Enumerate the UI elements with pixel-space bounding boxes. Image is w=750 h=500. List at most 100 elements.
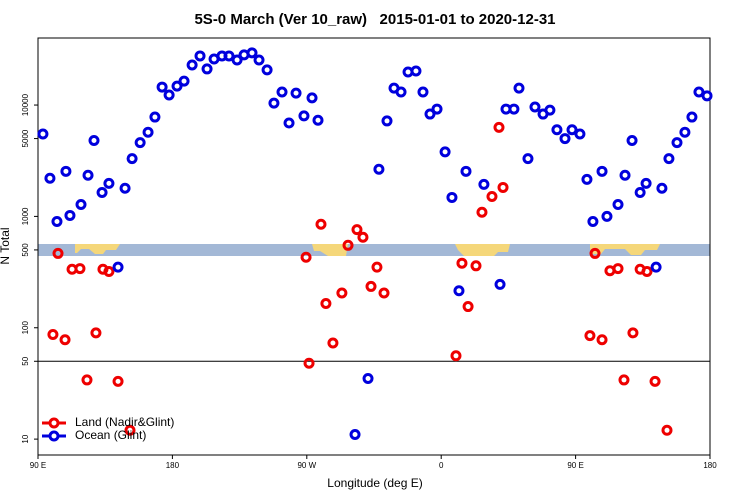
point (584, 330, 596, 342)
point (626, 135, 638, 147)
point (194, 50, 206, 62)
point (544, 104, 556, 116)
legend-label: Ocean (Glint) (75, 428, 146, 442)
point (119, 182, 131, 194)
point (494, 278, 506, 290)
point (522, 153, 534, 165)
point (596, 165, 608, 177)
point (303, 357, 315, 369)
point (701, 90, 713, 102)
point (462, 301, 474, 313)
legend-marker (48, 417, 60, 429)
point (351, 224, 363, 236)
point (679, 126, 691, 138)
point (529, 101, 541, 113)
point (149, 111, 161, 123)
point (508, 103, 520, 115)
point (395, 86, 407, 98)
point (156, 81, 168, 93)
point (126, 153, 138, 165)
point (268, 97, 280, 109)
point (661, 424, 673, 436)
point (378, 287, 390, 299)
point (283, 117, 295, 129)
point (417, 86, 429, 98)
x-axis-label: Longitude (deg E) (327, 476, 422, 490)
point (476, 206, 488, 218)
point (693, 86, 705, 98)
point (381, 115, 393, 127)
y-tick-label: 500 (21, 243, 30, 257)
point (186, 59, 198, 71)
point (75, 198, 87, 210)
point (365, 280, 377, 292)
chart-title: 5S-0 March (Ver 10_raw) 2015-01-01 to 20… (194, 11, 555, 28)
point (587, 215, 599, 227)
point (47, 328, 59, 340)
point (300, 251, 312, 263)
point (493, 121, 505, 133)
point (460, 165, 472, 177)
point (634, 186, 646, 198)
point (59, 334, 71, 346)
x-tick-label: 90 W (297, 461, 316, 470)
point (171, 80, 183, 92)
legend-label: Land (Nadir&Glint) (75, 415, 174, 429)
point (373, 163, 385, 175)
point (439, 146, 451, 158)
point (103, 266, 115, 278)
point (650, 261, 662, 273)
y-tick-label: 50 (21, 356, 30, 365)
point (649, 375, 661, 387)
point (601, 210, 613, 222)
point (88, 135, 100, 147)
y-tick-label: 100 (21, 321, 30, 335)
point (82, 169, 94, 181)
x-tick-label: 180 (166, 461, 180, 470)
point (178, 75, 190, 87)
x-tick-label: 90 E (30, 461, 46, 470)
point (253, 54, 265, 66)
y-tick-label: 10000 (21, 93, 30, 116)
point (64, 209, 76, 221)
point (581, 173, 593, 185)
point (640, 177, 652, 189)
y-tick-label: 5000 (21, 129, 30, 147)
y-tick-label: 10 (21, 434, 30, 443)
point (52, 247, 64, 259)
land-patch (590, 244, 660, 255)
x-tick-label: 0 (439, 461, 444, 470)
band (38, 244, 710, 256)
point (312, 114, 324, 126)
legend-marker (48, 430, 60, 442)
point (656, 182, 668, 194)
point (336, 287, 348, 299)
land-patch (75, 244, 120, 254)
land-patch (312, 244, 348, 256)
point (96, 186, 108, 198)
point (44, 172, 56, 184)
point (619, 169, 631, 181)
point (589, 247, 601, 259)
point (446, 191, 458, 203)
point (163, 89, 175, 101)
point (51, 215, 63, 227)
point (231, 54, 243, 66)
point (327, 337, 339, 349)
point (574, 128, 586, 140)
point (60, 165, 72, 177)
point (201, 63, 213, 75)
point (627, 327, 639, 339)
point (290, 87, 302, 99)
point (357, 231, 369, 243)
point (134, 137, 146, 149)
point (453, 285, 465, 297)
point (124, 424, 136, 436)
point (320, 298, 332, 310)
point (142, 126, 154, 138)
point (349, 429, 361, 441)
point (74, 263, 86, 275)
point (663, 153, 675, 165)
point (456, 257, 468, 269)
point (513, 82, 525, 94)
